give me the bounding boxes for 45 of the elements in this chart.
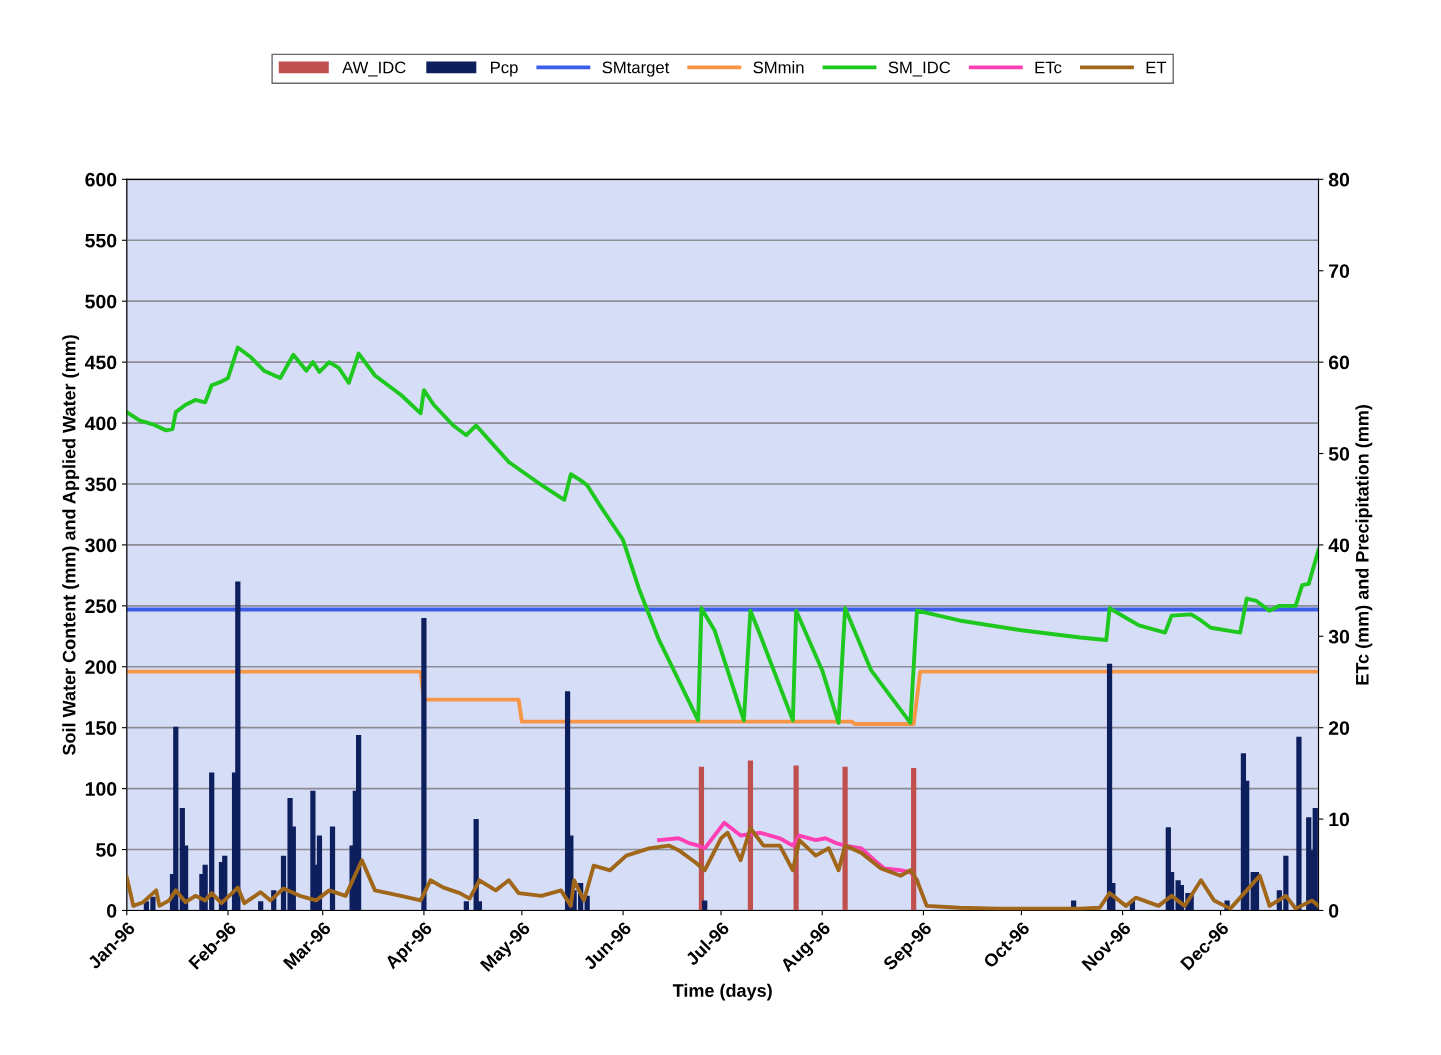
y-tick-label: 300 — [85, 538, 117, 553]
bar — [258, 901, 264, 911]
y-tick-label: 550 — [85, 233, 117, 248]
legend-label: Pcp — [491, 61, 518, 77]
line-series — [126, 669, 1319, 726]
y-tick-label: 350 — [85, 477, 117, 492]
y-tick-label: 200 — [85, 660, 117, 674]
line-series — [126, 345, 1319, 725]
legend-label: AW_IDC — [342, 61, 406, 77]
y-tick-label: 250 — [85, 599, 117, 614]
y2-tick-label: 40 — [1328, 538, 1350, 553]
y-tick-label: 100 — [85, 782, 117, 796]
bar — [173, 726, 179, 911]
legend-label: SMtarget — [602, 61, 670, 77]
bar — [329, 826, 336, 911]
y2-tick-label: 30 — [1328, 629, 1350, 644]
legend-label: SMmin — [753, 61, 804, 74]
y2-tick-label: 10 — [1329, 812, 1350, 827]
bar — [1312, 808, 1318, 911]
y2-tick-label: 20 — [1328, 721, 1350, 735]
y2-tick-label: 60 — [1328, 355, 1350, 370]
y2-axis-title: ETc (mm) and Precipitation (mm) — [1355, 405, 1373, 685]
y2-tick-label: 0 — [1329, 903, 1339, 918]
y-axis-title: Soil Water Content (mm) and Applied Water (mm) — [62, 335, 80, 756]
legend-label: SM_IDC — [888, 61, 951, 77]
bar — [356, 735, 362, 911]
y-tick-label: 500 — [85, 294, 117, 309]
y-tick-label: 150 — [85, 721, 117, 735]
bar — [702, 900, 708, 911]
bar — [463, 901, 469, 911]
y-tick-label: 400 — [84, 416, 117, 431]
y-tick-label: 50 — [96, 843, 117, 857]
y-tick-label: 450 — [84, 355, 117, 370]
x-axis-title: Time (days) — [672, 983, 772, 1001]
y2-tick-label: 70 — [1329, 264, 1350, 278]
legend-label: ET — [1146, 61, 1167, 74]
y2-tick-label: 50 — [1328, 446, 1350, 461]
bar — [1296, 736, 1302, 911]
y-tick-label: 600 — [85, 172, 117, 187]
bar — [235, 581, 241, 911]
legend-label: ETc — [1035, 61, 1062, 74]
y2-tick-label: 80 — [1328, 172, 1350, 187]
bar — [421, 618, 427, 911]
y-tick-label: 0 — [107, 903, 117, 918]
bar — [1106, 663, 1113, 911]
